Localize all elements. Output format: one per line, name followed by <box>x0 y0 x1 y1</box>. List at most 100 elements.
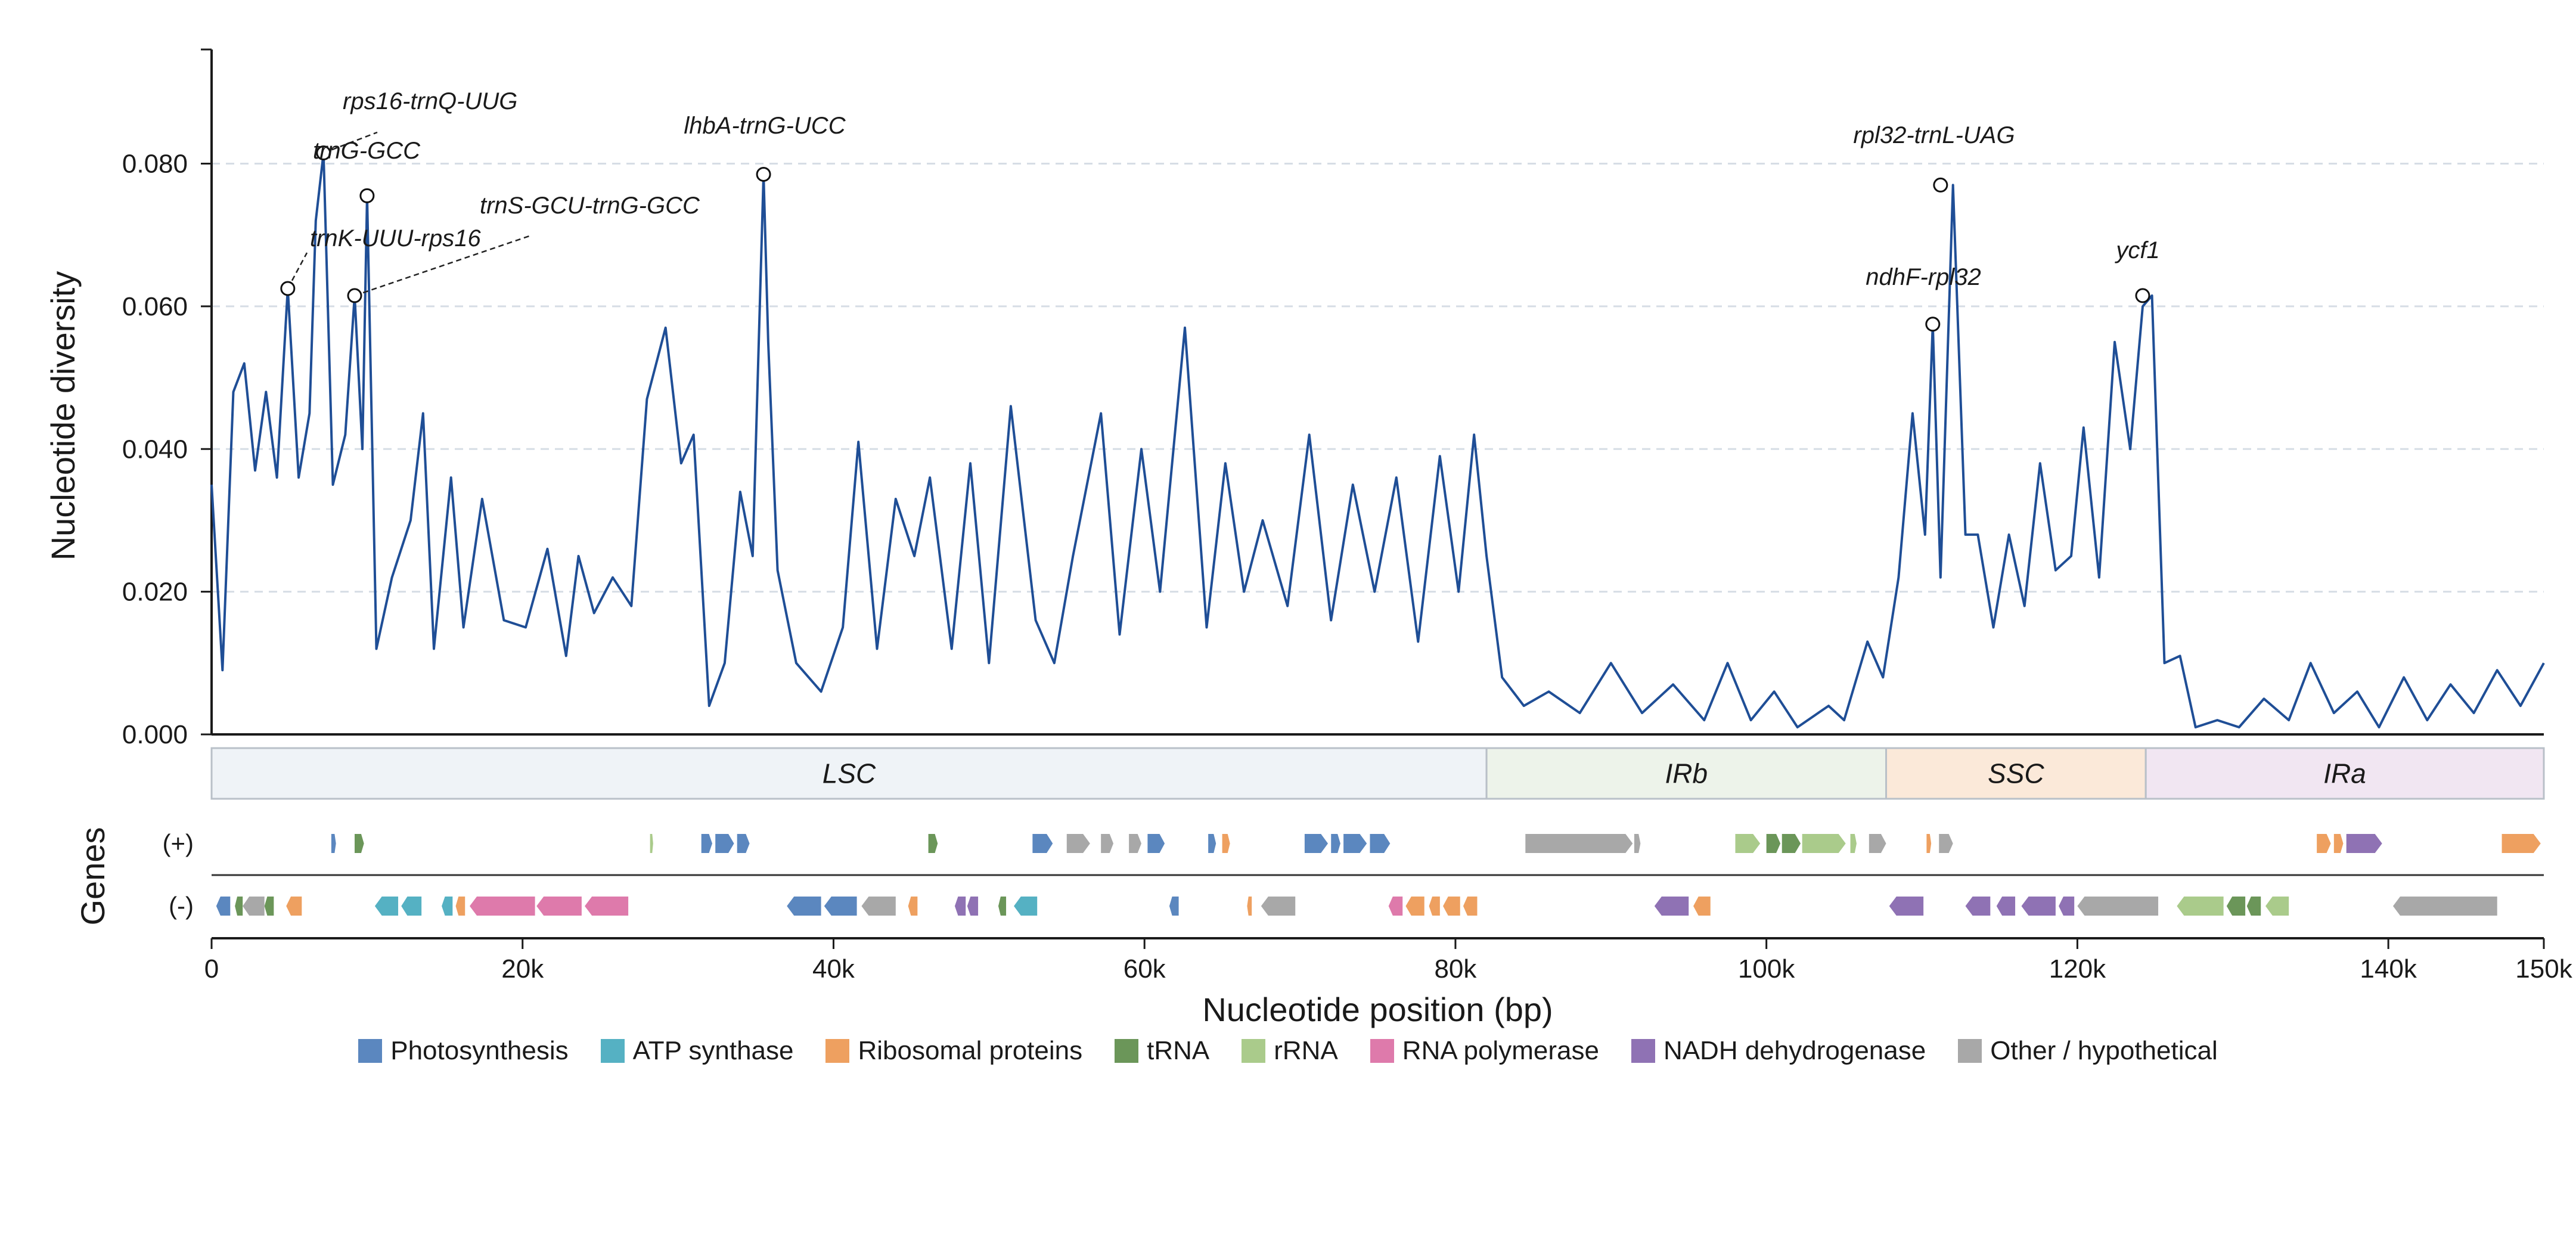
gene-block <box>715 834 734 853</box>
legend-item: rRNA <box>1242 1036 1338 1066</box>
region-irb <box>1485 747 1888 800</box>
x-tick-label: 20k <box>501 954 544 984</box>
region-label: IRb <box>1665 758 1708 789</box>
legend-swatch <box>600 1039 625 1063</box>
gene-block <box>1443 897 1460 916</box>
region-ssc <box>1885 747 2147 800</box>
gene-block <box>1331 834 1340 853</box>
gene-block <box>701 834 712 853</box>
peak-marker <box>347 288 362 303</box>
x-tick-label: 40k <box>812 954 855 984</box>
region-label: IRa <box>2323 758 2366 789</box>
gene-block <box>954 897 966 916</box>
gene-block <box>1525 834 1633 853</box>
gene-block <box>1388 897 1403 916</box>
legend-label: Photosynthesis <box>390 1036 569 1065</box>
x-tick-label: 150k <box>2515 954 2572 984</box>
legend-item: ATP synthase <box>600 1036 794 1066</box>
gene-block <box>235 897 243 916</box>
gene-block <box>2392 897 2497 916</box>
gene-block <box>928 834 938 853</box>
peak-marker <box>756 166 771 182</box>
gene-block <box>1222 834 1230 853</box>
gene-block <box>2177 897 2224 916</box>
legend-item: NADH dehydrogenase <box>1631 1036 1926 1066</box>
gene-block <box>243 897 265 916</box>
region-lsc <box>210 747 1488 800</box>
gene-block <box>536 897 582 916</box>
y-tick-label: 0.040 <box>122 435 188 464</box>
x-tick-label: 80k <box>1434 954 1477 984</box>
gene-block <box>1101 834 1114 853</box>
gene-block <box>1370 834 1391 853</box>
peak-label: trnK-UUU-rps16 <box>310 225 481 252</box>
gene-block <box>2501 834 2541 853</box>
region-label: LSC <box>823 758 876 789</box>
gene-block <box>650 834 653 853</box>
gene-block <box>2346 834 2382 853</box>
y-tick-label: 0.020 <box>122 578 188 607</box>
gene-block <box>2226 897 2246 916</box>
gene-block <box>1032 834 1053 853</box>
gene-block <box>908 897 918 916</box>
gene-block <box>1129 834 1141 853</box>
legend-item: tRNA <box>1115 1036 1209 1066</box>
gene-block <box>455 897 465 916</box>
gene-block <box>470 897 535 916</box>
legend-label: tRNA <box>1147 1036 1210 1065</box>
gene-block <box>1869 834 1886 853</box>
nucleotide-diversity-chart: LSC IRb SSC IRa trnK-UUU-rps16 rps16-trnQ-UU… <box>44 48 2573 1028</box>
legend-label: RNA polymerase <box>1402 1036 1599 1065</box>
x-axis-title: Nucleotide position (bp) <box>1202 991 1553 1028</box>
region-label: SSC <box>1988 758 2044 789</box>
gene-block <box>2246 897 2261 916</box>
gene-block <box>331 834 336 853</box>
gene-block <box>1463 897 1478 916</box>
peak-label: rpl32-trnL-UAG <box>1853 122 2015 148</box>
gene-block <box>1802 834 1846 853</box>
legend-label: ATP synthase <box>632 1036 794 1065</box>
gene-block <box>1261 897 1296 916</box>
gene-block <box>967 897 979 916</box>
gene-block <box>1147 834 1165 853</box>
gene-block <box>1766 834 1781 853</box>
gene-block <box>998 897 1007 916</box>
strand-minus-label: (-) <box>169 892 194 920</box>
genes-axis-title: Genes <box>74 827 111 926</box>
peak-annotations: trnK-UUU-rps16 rps16-trnQ-UUG trnG-GCC trnS… <box>280 88 2160 332</box>
gene-block <box>1169 897 1179 916</box>
gridlines <box>212 163 2544 593</box>
gene-block <box>1066 834 1090 853</box>
peak-label: rps16-trnQ-UUG <box>343 88 517 114</box>
peak-marker <box>316 145 331 161</box>
gene-block <box>1850 834 1857 853</box>
legend-label: Other / hypothetical <box>1990 1036 2218 1065</box>
legend-swatch <box>1370 1039 1394 1063</box>
legend-swatch <box>1242 1039 1266 1063</box>
gene-block <box>861 897 896 916</box>
gene-block <box>2333 834 2344 853</box>
x-tick-label: 140k <box>2360 954 2417 984</box>
legend-item: Photosynthesis <box>358 1036 569 1066</box>
gene-block <box>1634 834 1641 853</box>
peak-label: trnG-GCC <box>313 138 421 164</box>
y-tick-label: 0.080 <box>122 150 188 179</box>
gene-block <box>2317 834 2331 853</box>
genome-regions: LSC IRb SSC IRa <box>210 747 2545 800</box>
peak-leader-line <box>323 131 378 154</box>
gene-track <box>212 834 2544 916</box>
legend: Photosynthesis ATP synthase Ribosomal prot… <box>0 1036 2576 1066</box>
gene-block <box>1304 834 1329 853</box>
gene-block <box>1926 834 1932 853</box>
x-tick-label: 120k <box>2049 954 2106 984</box>
diversity-line <box>210 151 2545 728</box>
gene-block <box>1939 834 1953 853</box>
gene-block <box>442 897 453 916</box>
gene-block <box>1208 834 1216 853</box>
gene-block <box>1996 897 2016 916</box>
gene-block <box>787 897 821 916</box>
region-ira <box>2144 747 2545 800</box>
legend-label: NADH dehydrogenase <box>1663 1036 1926 1065</box>
legend-swatch <box>1115 1039 1139 1063</box>
